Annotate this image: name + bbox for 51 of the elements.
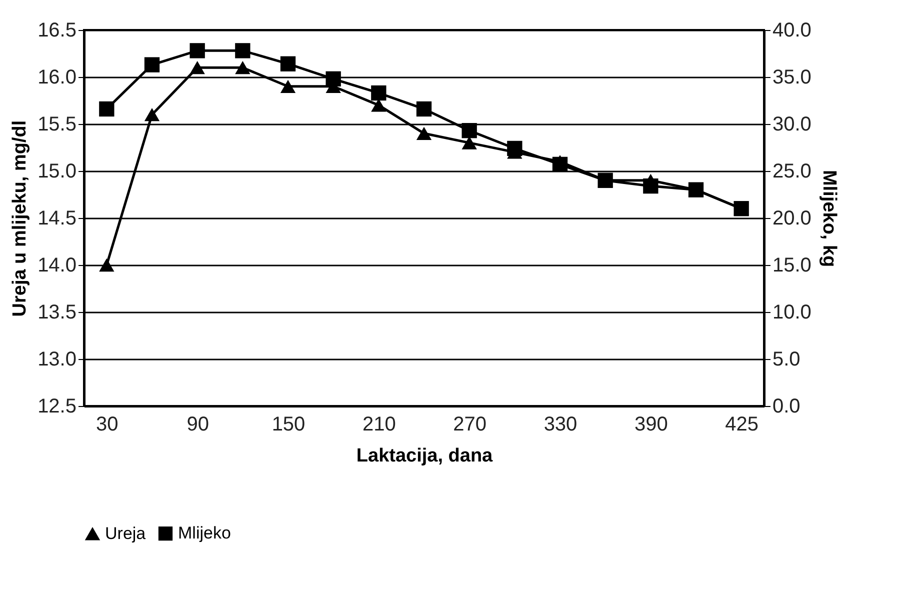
y-tick-label: 13.0	[38, 348, 76, 370]
y2-tick-label: 30.0	[772, 114, 812, 136]
x-tick-label: 150	[272, 414, 306, 436]
y2-tick-label: 20.0	[772, 208, 812, 230]
point	[99, 258, 114, 272]
point	[280, 80, 296, 93]
y2-tick-label: 15.0	[772, 254, 812, 276]
point	[235, 43, 250, 58]
y-tick-label: 16.5	[38, 20, 76, 42]
y-axis-title: Ureja u mlijeku, mg/dl	[10, 120, 31, 317]
y-tick-label: 14.5	[38, 208, 76, 230]
point	[190, 43, 205, 58]
point	[190, 61, 205, 74]
y2-tick-label: 25.0	[772, 160, 812, 182]
y-tick-label: 15.5	[38, 114, 76, 136]
x-tick-label: 425	[725, 414, 759, 436]
point	[371, 85, 386, 101]
y2-tick-label: 0.0	[772, 396, 800, 418]
y-tick-label: 16.0	[38, 66, 76, 88]
y2-tick-label: 35.0	[772, 66, 812, 88]
y-tick-label: 13.5	[38, 302, 76, 324]
x-tick-label: 210	[362, 414, 396, 436]
point	[280, 56, 296, 72]
y-tick-label: 14.0	[38, 254, 76, 276]
point	[416, 126, 432, 140]
y-tick-label: 12.5	[38, 396, 76, 418]
x-tick-label: 390	[634, 414, 668, 436]
point	[643, 178, 658, 194]
y-tick-label: 15.0	[38, 160, 76, 182]
point	[144, 108, 160, 122]
y2-tick-label: 5.0	[772, 348, 800, 370]
point	[235, 61, 250, 74]
y2-tick-label: 40.0	[772, 20, 812, 42]
point	[326, 71, 341, 86]
y2-axis-title: Mlijeko, kg	[818, 170, 840, 268]
point	[507, 140, 522, 156]
point	[462, 122, 477, 138]
x-tick-label: 330	[544, 414, 578, 436]
point	[416, 101, 432, 117]
point	[371, 98, 386, 112]
point	[99, 101, 114, 117]
y2-tick-label: 10.0	[772, 302, 812, 324]
legend-label: Ureja	[105, 524, 146, 544]
x-axis-title: Laktacija, dana	[356, 446, 494, 466]
x-tick-label: 90	[186, 414, 209, 436]
point	[552, 156, 568, 172]
point	[144, 57, 160, 72]
point	[462, 136, 477, 150]
legend-label: Mlijeko	[178, 524, 231, 543]
x-tick-label: 270	[453, 414, 487, 436]
x-tick-label: 30	[96, 414, 118, 436]
